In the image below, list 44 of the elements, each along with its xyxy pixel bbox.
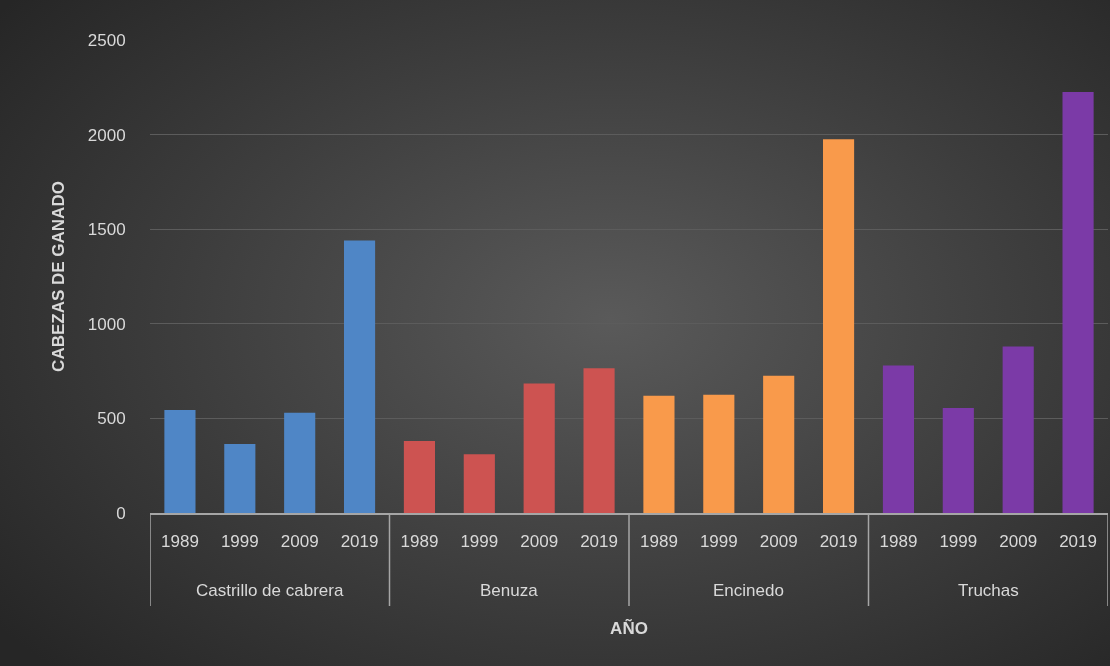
x-tick-label: 1999 — [699, 531, 738, 551]
x-tick-label: 1999 — [220, 531, 259, 551]
bar — [523, 383, 555, 513]
bar — [823, 139, 855, 513]
x-tick-label: 2019 — [819, 531, 858, 551]
y-tick-label: 1000 — [87, 314, 126, 334]
bar — [583, 368, 615, 513]
y-tick-label: 1500 — [87, 220, 126, 240]
bar — [344, 240, 376, 513]
x-tick-label: 1999 — [460, 531, 499, 551]
x-axis-title: AÑO — [610, 618, 648, 639]
x-tick-label: 2009 — [520, 531, 559, 551]
text: Castrillo de cabrera — [196, 581, 344, 600]
x-tick-label: 2019 — [1059, 531, 1097, 551]
text: Benuza — [480, 581, 539, 600]
x-tick-label: 2009 — [280, 531, 319, 551]
x-tick-label: 1999 — [939, 531, 978, 551]
text: Truchas — [958, 581, 1019, 600]
bar — [224, 443, 256, 513]
y-tick-label: 500 — [97, 409, 126, 429]
bar — [463, 454, 495, 513]
text: Encinedo — [713, 581, 784, 600]
x-tick-label: 2019 — [580, 531, 618, 551]
bar — [643, 395, 675, 513]
bar — [703, 394, 735, 513]
x-tick-label: 2019 — [340, 531, 379, 551]
x-tick-label: 1989 — [161, 531, 199, 551]
y-tick-label: 2000 — [87, 125, 126, 145]
bar — [403, 441, 436, 513]
x-tick-label: 2009 — [759, 531, 798, 551]
bar — [1062, 92, 1094, 513]
bar — [1002, 346, 1034, 513]
bar — [942, 407, 974, 513]
x-tick-label: 1989 — [400, 531, 439, 551]
x-tick-label: 2009 — [999, 531, 1038, 551]
bar — [763, 375, 795, 513]
y-axis-title: CABEZAS DE GANADO — [49, 181, 69, 372]
bar — [164, 409, 196, 513]
x-tick-label: 1989 — [879, 531, 918, 551]
y-tick-label: 0 — [116, 503, 126, 523]
bar — [284, 412, 316, 513]
x-tick-label: 1989 — [640, 531, 678, 551]
bar — [882, 365, 915, 513]
y-tick-label: 2500 — [87, 30, 126, 50]
